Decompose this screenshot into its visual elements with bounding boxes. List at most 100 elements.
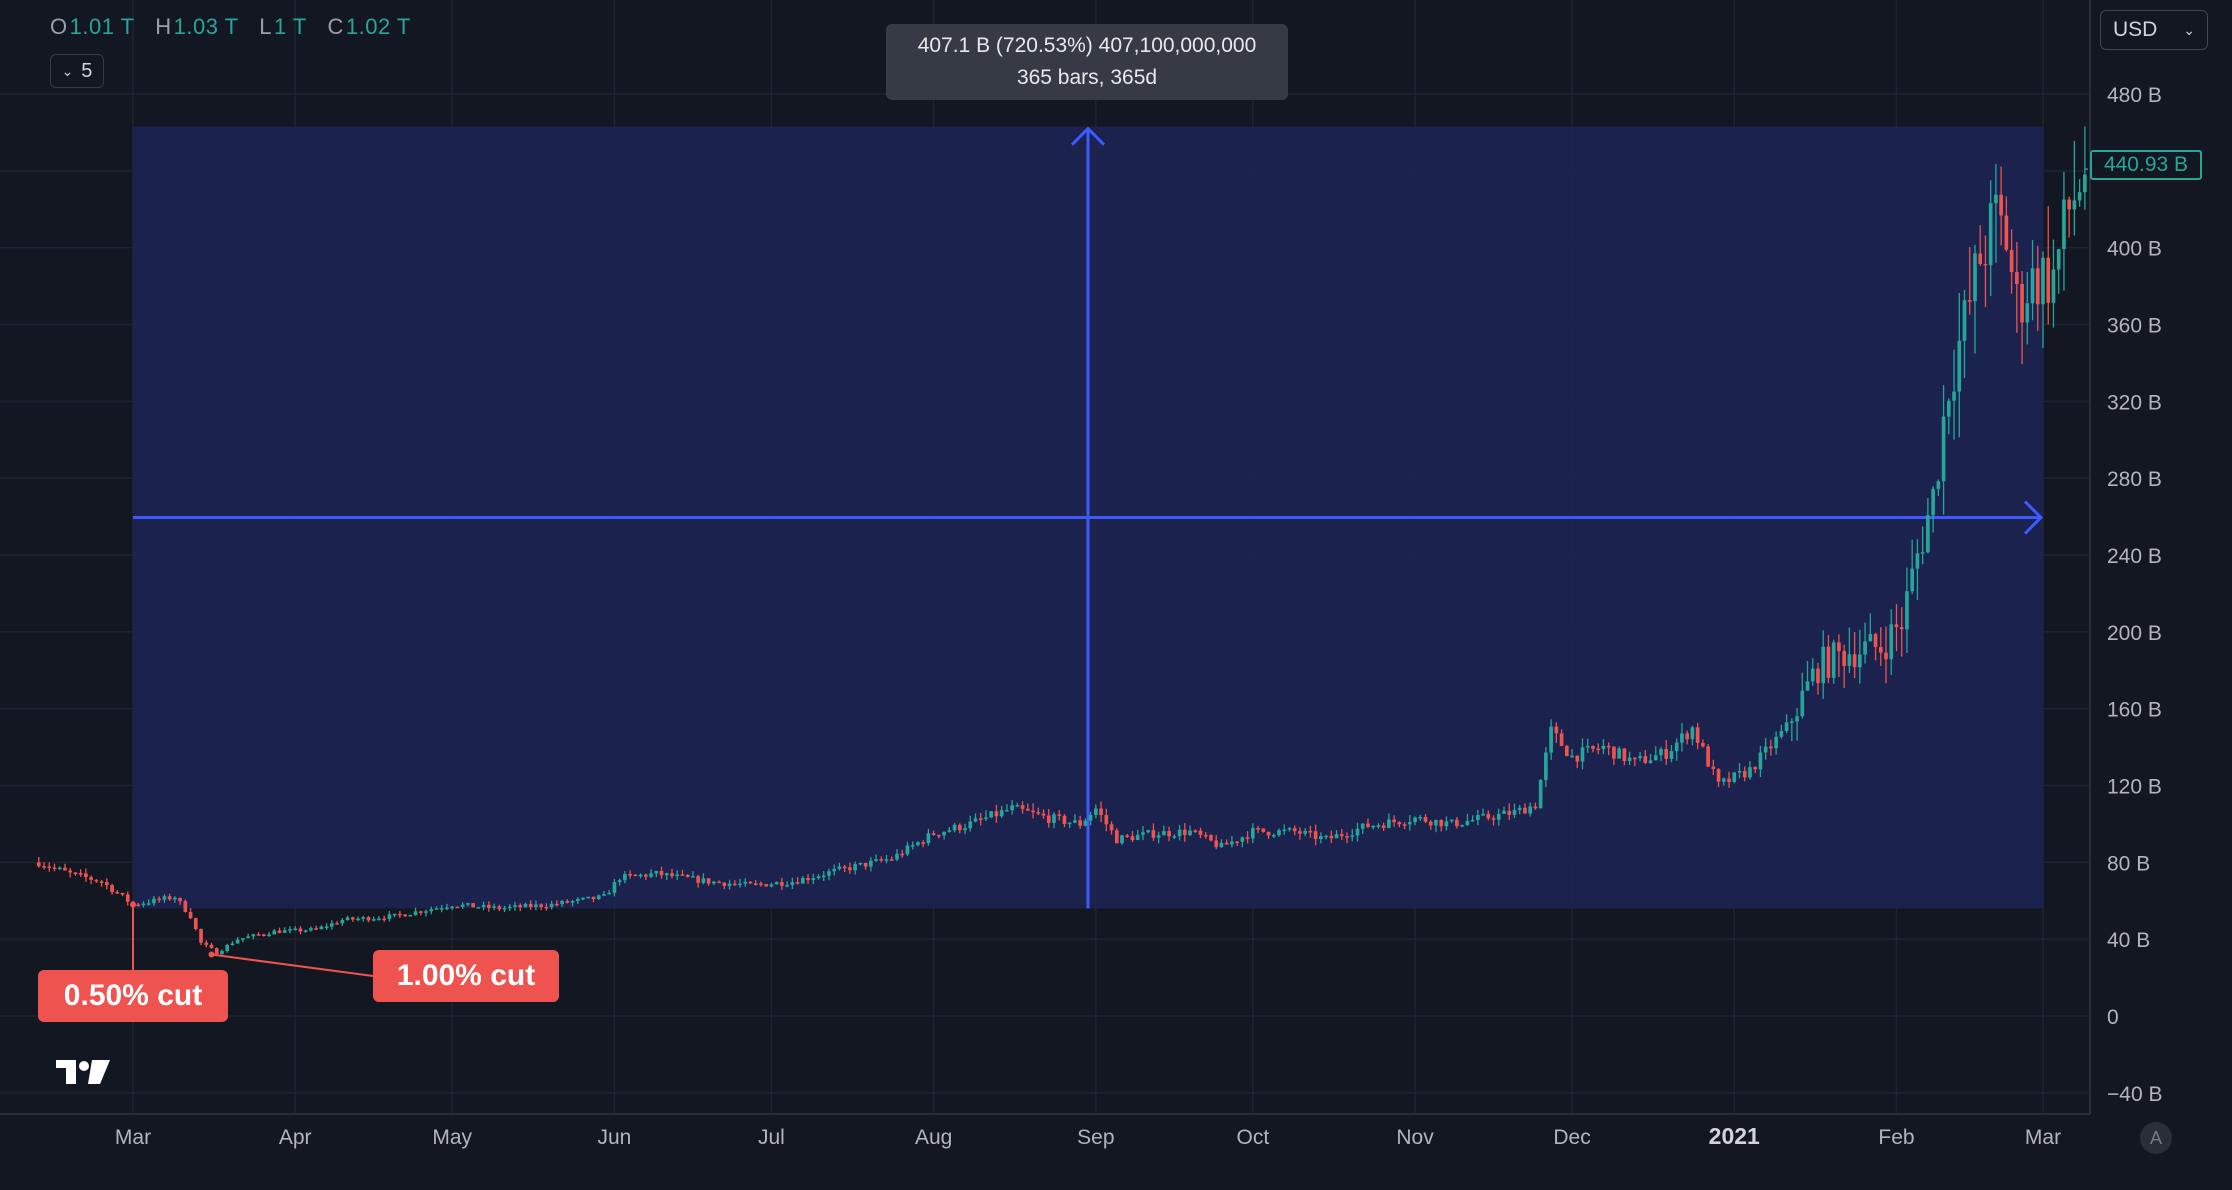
candle-body bbox=[1005, 810, 1009, 812]
x-tick-label: Sep bbox=[1077, 1126, 1114, 1149]
candle-body bbox=[235, 939, 240, 944]
candle-body bbox=[1915, 553, 1920, 569]
candle-body bbox=[1831, 642, 1836, 678]
candle-body bbox=[1392, 819, 1396, 823]
candle-body bbox=[173, 897, 177, 900]
candle-body bbox=[125, 894, 130, 902]
candle-body bbox=[1596, 748, 1601, 751]
candle-body bbox=[424, 911, 428, 913]
candle-body bbox=[1313, 831, 1318, 840]
candle-body bbox=[785, 885, 789, 887]
y-tick-label: 40 B bbox=[2107, 929, 2150, 952]
candle-body bbox=[1120, 835, 1124, 844]
candle-body bbox=[1701, 742, 1705, 747]
x-tick-label: Aug bbox=[915, 1126, 952, 1149]
candle-body bbox=[1491, 818, 1496, 820]
candle-body bbox=[1936, 481, 1941, 489]
candle-body bbox=[2083, 174, 2087, 193]
candle-body bbox=[152, 898, 156, 904]
candle-body bbox=[413, 911, 418, 915]
cut-label-0-50[interactable]: 0.50% cut bbox=[38, 970, 228, 1022]
cut-connector-1-00 bbox=[211, 953, 374, 977]
candle-body bbox=[1324, 835, 1328, 838]
candle-body bbox=[1627, 757, 1632, 762]
candle-body bbox=[209, 944, 214, 949]
candle-body bbox=[251, 934, 256, 937]
candle-body bbox=[1460, 824, 1464, 827]
candle-body bbox=[1193, 830, 1198, 833]
candle-body bbox=[1931, 488, 1935, 516]
measure-tooltip-line1: 407.1 B (720.53%) 407,100,000,000 bbox=[917, 34, 1257, 57]
candle-body bbox=[774, 882, 779, 885]
candle-body bbox=[1502, 810, 1506, 814]
candle-body bbox=[1769, 746, 1773, 749]
candle-body bbox=[1737, 770, 1742, 773]
candle-body bbox=[1648, 760, 1653, 764]
candle-body bbox=[753, 883, 758, 885]
candle-body bbox=[1622, 748, 1627, 762]
candle-body bbox=[633, 874, 638, 877]
candle-body bbox=[382, 918, 387, 921]
candle-body bbox=[1387, 819, 1391, 828]
candle-body bbox=[2015, 272, 2019, 285]
candle-body bbox=[910, 845, 915, 847]
candle-body bbox=[261, 934, 266, 937]
candle-body bbox=[1240, 837, 1245, 842]
interval-toggle-button[interactable]: ⌄ 5 bbox=[50, 54, 104, 88]
candle-body bbox=[1837, 642, 1841, 652]
candle-body bbox=[371, 919, 376, 921]
candle-body bbox=[743, 881, 748, 884]
candle-body bbox=[1690, 727, 1695, 740]
candle-body bbox=[487, 904, 491, 908]
candle-body bbox=[1041, 813, 1046, 816]
candle-body bbox=[884, 859, 889, 861]
candle-body bbox=[408, 914, 413, 917]
candle-body bbox=[319, 926, 324, 930]
candle-body bbox=[1585, 746, 1590, 748]
currency-select[interactable]: USD ⌄ bbox=[2100, 10, 2208, 50]
candle-body bbox=[1863, 641, 1867, 655]
candle-body bbox=[821, 875, 826, 878]
y-tick-label: 280 B bbox=[2107, 468, 2162, 491]
candle-body bbox=[188, 911, 193, 919]
candle-body bbox=[1109, 824, 1114, 831]
candle-body bbox=[57, 867, 62, 870]
y-tick-label: 240 B bbox=[2107, 545, 2162, 568]
tradingview-logo-icon[interactable] bbox=[56, 1058, 110, 1086]
candle-body bbox=[377, 918, 381, 921]
candle-body bbox=[1795, 716, 1799, 722]
candle-body bbox=[293, 928, 298, 931]
x-tick-label: Mar bbox=[2025, 1126, 2061, 1149]
candle-body bbox=[481, 904, 486, 908]
candle-body bbox=[1884, 652, 1888, 660]
auto-scale-button[interactable]: A bbox=[2140, 1122, 2172, 1154]
candle-body bbox=[230, 943, 235, 946]
candle-body bbox=[717, 881, 721, 884]
candle-body bbox=[1612, 746, 1616, 759]
candle-body bbox=[769, 884, 774, 887]
candle-body bbox=[1292, 828, 1297, 832]
candle-body bbox=[738, 883, 742, 886]
candle-body bbox=[602, 894, 606, 896]
candle-body bbox=[1842, 651, 1846, 666]
candle-body bbox=[1538, 780, 1543, 809]
candle-body bbox=[1031, 810, 1035, 813]
candle-body bbox=[1334, 834, 1339, 839]
candle-body bbox=[403, 914, 407, 917]
candle-body bbox=[816, 876, 821, 879]
candle-body bbox=[900, 853, 905, 856]
candle-body bbox=[309, 928, 313, 931]
x-tick-label: 2021 bbox=[1709, 1123, 1760, 1149]
candle-body bbox=[555, 903, 559, 906]
candle-body bbox=[84, 873, 88, 878]
candle-body bbox=[534, 904, 538, 907]
candle-body bbox=[523, 903, 528, 908]
candle-body bbox=[1774, 736, 1778, 749]
candle-body bbox=[52, 867, 57, 869]
candle-body bbox=[2035, 268, 2040, 305]
cut-label-1-00[interactable]: 1.00% cut bbox=[373, 950, 559, 1002]
candle-body bbox=[1591, 746, 1595, 749]
open-key: O bbox=[50, 14, 68, 39]
